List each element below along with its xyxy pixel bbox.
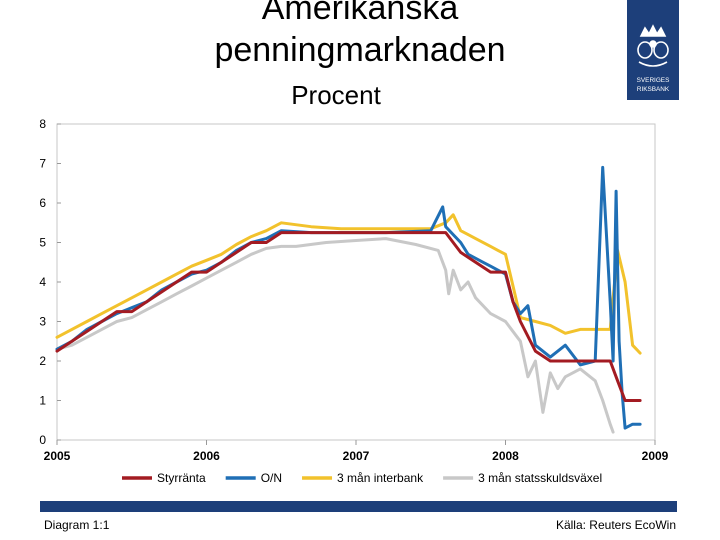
logo-text-bottom: RIKSBANK <box>637 86 670 93</box>
page-title-line1: Amerikanska <box>261 0 459 27</box>
x-tick-label: 2005 <box>44 449 71 463</box>
x-tick-label: 2009 <box>642 449 669 463</box>
x-tick-label: 2006 <box>193 449 220 463</box>
legend-label: Styrränta <box>157 471 206 485</box>
page-subtitle: Procent <box>291 80 381 110</box>
x-tick-label: 2008 <box>492 449 519 463</box>
y-tick-label: 5 <box>39 236 46 250</box>
series-line-1 <box>55 165 642 430</box>
y-tick-label: 1 <box>39 394 46 408</box>
diagram-label: Diagram 1:1 <box>44 518 110 532</box>
legend-label: 3 mån interbank <box>337 471 424 485</box>
y-tick-label: 2 <box>39 354 46 368</box>
legend-label: 3 mån statsskuldsväxel <box>478 471 602 485</box>
line-chart: 0 1 2 3 4 5 6 7 8 2005 2006 2007 2008 2009 Styrränta O/… <box>39 117 669 485</box>
y-tick-label: 7 <box>39 157 46 171</box>
plot-frame <box>56 123 656 441</box>
crown-emblem-icon: SVERIGES RIKSBANK <box>637 24 670 93</box>
series-line-3 <box>55 237 615 434</box>
source-label: Källa: Reuters EcoWin <box>555 518 676 532</box>
y-tick-label: 4 <box>39 275 46 289</box>
logo-text-top: SVERIGES <box>637 77 670 84</box>
x-tick-label: 2007 <box>343 449 370 463</box>
riksbank-logo: SVERIGES RIKSBANK <box>627 0 679 100</box>
series-line-0 <box>55 231 642 402</box>
series-line-2 <box>55 213 642 355</box>
y-tick-label: 6 <box>39 196 46 210</box>
bottom-brand-bar <box>40 501 677 512</box>
y-tick-label: 8 <box>39 117 46 131</box>
page-title-line2: penningmarknaden <box>214 31 506 69</box>
y-tick-label: 0 <box>39 433 46 447</box>
legend-label: O/N <box>261 471 282 485</box>
y-tick-label: 3 <box>39 315 46 329</box>
